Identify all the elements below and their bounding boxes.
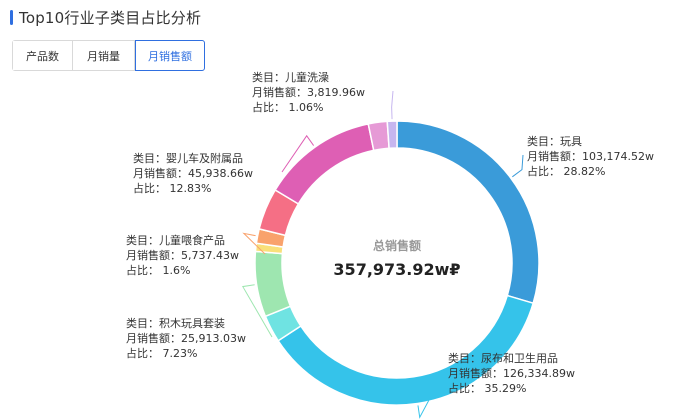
donut-slice-3[interactable] bbox=[254, 250, 292, 318]
center-label: 总销售额 bbox=[373, 238, 421, 253]
chart-title-bar: Top10行业子类目占比分析 bbox=[10, 7, 201, 27]
leader-line-7 bbox=[281, 134, 315, 173]
metric-tabs: 产品数 月销量 月销售额 bbox=[12, 40, 205, 71]
slice-label-9-line-0: 类目：儿童洗澡 bbox=[252, 70, 329, 84]
slice-label-7-line-1: 月销售额：45,938.66w bbox=[133, 166, 253, 180]
slice-label-3-line-1: 月销售额：25,913.03w bbox=[126, 331, 246, 345]
donut-slices bbox=[254, 120, 540, 406]
slice-label-7-line-0: 类目：婴儿车及附属品 bbox=[133, 151, 243, 165]
slice-label-1-line-1: 月销售额：126,334.89w bbox=[448, 366, 575, 380]
title-accent-bar bbox=[10, 9, 13, 25]
slice-label-9-line-2: 占比： 1.06% bbox=[252, 100, 323, 114]
slice-label-7-line-2: 占比： 12.83% bbox=[133, 181, 211, 195]
leader-line-1 bbox=[417, 371, 445, 419]
page-title: Top10行业子类目占比分析 bbox=[19, 8, 202, 27]
tab-monthly-sales[interactable]: 月销售额 bbox=[135, 40, 205, 71]
slice-label-3-line-0: 类目：积木玩具套装 bbox=[126, 316, 225, 330]
tab-product-count[interactable]: 产品数 bbox=[13, 41, 73, 70]
donut-slice-7[interactable] bbox=[274, 123, 375, 205]
slice-label-5-line-1: 月销售额：5,737.43w bbox=[126, 248, 239, 262]
leader-line-3 bbox=[241, 284, 273, 338]
slice-label-0-line-2: 占比： 28.82% bbox=[527, 164, 605, 178]
slice-label-5-line-0: 类目：儿童喂食产品 bbox=[126, 233, 225, 247]
slice-label-3-line-2: 占比： 7.23% bbox=[126, 346, 197, 360]
slice-label-1-line-0: 类目：尿布和卫生用品 bbox=[448, 351, 558, 365]
center-value: 357,973.92w₽ bbox=[333, 260, 460, 279]
slice-label-5-line-2: 占比： 1.6% bbox=[126, 263, 190, 277]
slice-label-9-line-1: 月销售额：3,819.96w bbox=[252, 85, 365, 99]
slice-label-1-line-2: 占比： 35.29% bbox=[448, 381, 526, 395]
leader-line-9 bbox=[391, 90, 394, 120]
leader-line-0 bbox=[512, 154, 524, 178]
donut-slice-9[interactable] bbox=[386, 120, 398, 150]
leader-line-5 bbox=[242, 232, 266, 255]
slice-label-0-line-1: 月销售额：103,174.52w bbox=[527, 149, 654, 163]
label-leader-lines bbox=[241, 90, 524, 419]
slice-label-0-line-0: 类目：玩具 bbox=[527, 134, 582, 148]
tab-monthly-volume[interactable]: 月销量 bbox=[73, 41, 135, 70]
